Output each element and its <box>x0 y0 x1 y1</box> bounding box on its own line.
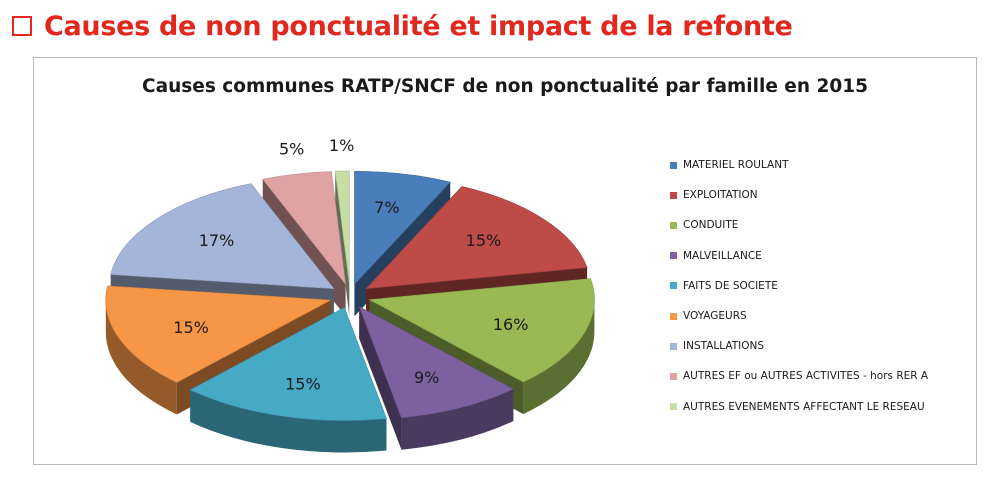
legend-item: CONDUITE <box>670 210 928 240</box>
pie-data-label: 15% <box>285 374 321 393</box>
pie-data-label: 16% <box>493 315 529 334</box>
legend-swatch <box>670 221 677 229</box>
pie-chart: 7% 15% 16% 9% 15% 15% 17% 5% 1% <box>105 136 595 453</box>
pie-data-label: 7% <box>374 198 399 217</box>
pie-data-label: 15% <box>466 231 502 250</box>
legend-label: EXPLOITATION <box>683 189 758 202</box>
pie-data-label: 17% <box>199 231 235 250</box>
pie-data-label: 1% <box>329 136 354 155</box>
legend-swatch <box>670 282 677 290</box>
legend-label: CONDUITE <box>683 219 739 232</box>
heading-text: Causes de non ponctualité et impact de l… <box>44 10 793 42</box>
legend-label: INSTALLATIONS <box>683 340 765 353</box>
legend-swatch <box>670 342 677 350</box>
legend-item: EXPLOITATION <box>670 180 928 210</box>
legend-swatch <box>670 403 677 411</box>
chart-frame: Causes communes RATP/SNCF de non ponctua… <box>33 57 977 465</box>
legend-label: MATERIEL ROULANT <box>683 159 789 172</box>
legend-swatch <box>670 312 677 320</box>
pie-data-label: 15% <box>173 318 209 337</box>
pie-slice-installations <box>110 183 335 289</box>
pie-data-label: 9% <box>414 368 439 387</box>
pie-slice-malveillance <box>358 306 514 419</box>
legend-swatch <box>670 372 677 380</box>
legend-item: MATERIEL ROULANT <box>670 150 928 180</box>
pie-slice-exploitation <box>365 186 588 290</box>
checkbox-bullet-icon <box>12 16 32 36</box>
legend-label: VOYAGEURS <box>683 310 747 323</box>
pie-slice-materiel-roulant <box>354 170 451 286</box>
pie-tops <box>105 170 595 421</box>
pie-slice-faits-de-societe <box>189 307 387 421</box>
chart-title: Causes communes RATP/SNCF de non ponctua… <box>142 76 868 97</box>
pie-slice-side <box>335 171 350 317</box>
legend-label: AUTRES EVENEMENTS AFFECTANT LE RESEAU <box>683 400 925 413</box>
legend-item: FAITS DE SOCIETE <box>670 271 928 301</box>
legend-swatch <box>670 161 677 169</box>
chart-legend: MATERIEL ROULANT EXPLOITATION CONDUITE MALV… <box>670 150 928 422</box>
legend-label: AUTRES EF ou AUTRES ACTIVITES - hors RER… <box>683 370 929 383</box>
legend-swatch <box>670 252 677 260</box>
legend-item: AUTRES EF ou AUTRES ACTIVITES - hors RER… <box>670 361 928 391</box>
pie-slice-autres-evenements-affectant-le-reseau <box>334 170 350 285</box>
pie-slice-conduite <box>368 278 595 383</box>
legend-swatch <box>670 191 677 199</box>
legend-item: AUTRES EVENEMENTS AFFECTANT LE RESEAU <box>670 392 928 422</box>
legend-item: INSTALLATIONS <box>670 331 928 361</box>
pie-slice-voyageurs <box>105 285 332 383</box>
page-heading: Causes de non ponctualité et impact de l… <box>12 4 793 48</box>
legend-label: MALVEILLANCE <box>683 249 762 262</box>
pie-data-label: 5% <box>279 140 304 159</box>
pie-slice-autres-ef-ou-autres-activites-hors-rer-a <box>262 171 346 286</box>
pie-labels: 7% 15% 16% 9% 15% 15% 17% 5% 1% <box>173 136 528 393</box>
legend-label: FAITS DE SOCIETE <box>683 279 778 292</box>
legend-item: MALVEILLANCE <box>670 241 928 271</box>
legend-item: VOYAGEURS <box>670 301 928 331</box>
